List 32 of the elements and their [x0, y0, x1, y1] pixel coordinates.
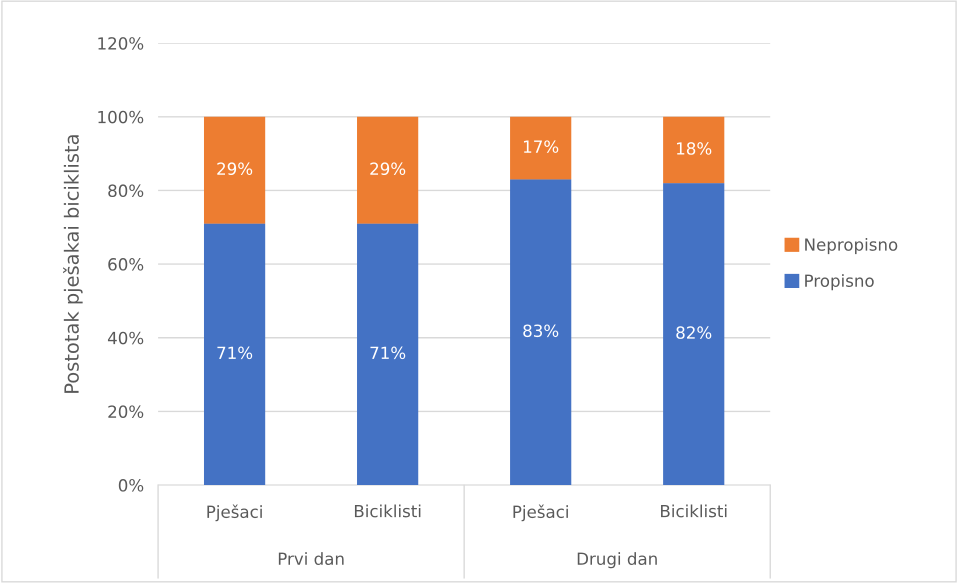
- bar: [357, 224, 418, 486]
- data-label: 29%: [217, 162, 252, 176]
- y-tick-label: 20%: [108, 405, 144, 418]
- y-tick-label: 120%: [98, 37, 144, 50]
- bar: [357, 116, 418, 224]
- text: Drugi dan: [578, 552, 657, 568]
- bar: [663, 116, 724, 184]
- data-label: 17%: [524, 140, 558, 153]
- y-axis-title: Postotak pješakai biciklista: [63, 135, 83, 393]
- x-tick-label: Biciklisti: [354, 504, 420, 518]
- y-tick-label: 0%: [118, 479, 144, 492]
- bar: [510, 179, 572, 486]
- data-label: 83%: [523, 324, 558, 338]
- y-tick-label: 40%: [108, 332, 144, 344]
- bar: [204, 224, 266, 486]
- bar: [510, 116, 572, 180]
- data-label: 29%: [370, 162, 406, 176]
- x-tick-label: Pješaci: [513, 504, 568, 522]
- legend-label: Propisno: [805, 274, 874, 290]
- text: Prvi dan: [278, 552, 344, 566]
- x-tick-label: Pješaci: [207, 504, 262, 522]
- data-label: 71%: [370, 346, 406, 360]
- bar: [663, 183, 724, 486]
- y-tick-label: 80%: [108, 184, 144, 198]
- bar: [204, 116, 266, 224]
- data-label: 71%: [217, 346, 252, 360]
- y-tick-label: 60%: [108, 258, 144, 271]
- legend-label: Nepropisno: [805, 238, 898, 254]
- y-tick-label: 100%: [98, 110, 144, 124]
- data-label: 82%: [676, 326, 712, 339]
- x-tick-label: Biciklisti: [661, 504, 726, 518]
- data-label: 18%: [677, 142, 712, 155]
